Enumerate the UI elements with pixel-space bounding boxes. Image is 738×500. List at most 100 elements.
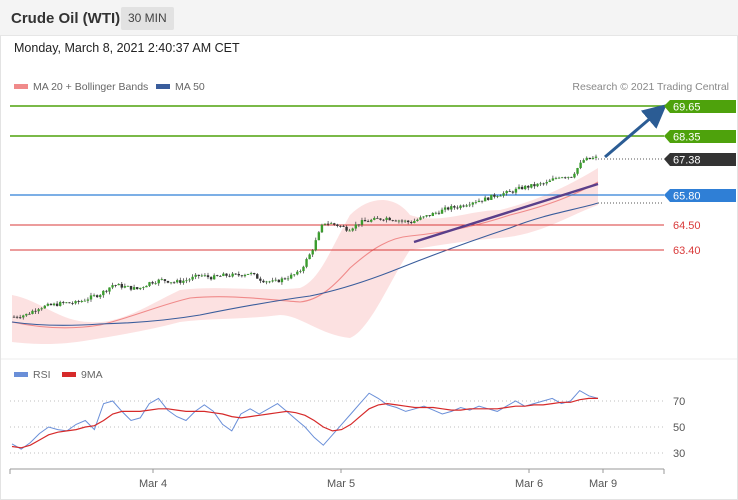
candle-body — [406, 220, 410, 223]
candle-body — [465, 205, 468, 207]
candle-body — [545, 182, 548, 184]
candle-body — [283, 278, 287, 280]
candle-body — [317, 232, 321, 241]
candle-body — [382, 219, 385, 221]
chart-header: Crude Oil (WTI) 30 MIN — [0, 0, 738, 36]
candle-body — [496, 196, 499, 197]
candle-body — [222, 273, 225, 277]
candle-body — [157, 279, 160, 284]
candle-body — [459, 205, 462, 209]
timestamp: Monday, March 8, 2021 2:40:37 AM CET — [14, 41, 240, 55]
candle-body — [80, 301, 83, 302]
candle-body — [58, 302, 62, 306]
candle-body — [209, 277, 213, 280]
candle-body — [262, 280, 265, 283]
level-label-64-50: 64.50 — [673, 220, 701, 232]
candle-body — [28, 313, 31, 315]
candle-body — [68, 302, 71, 304]
candle-body — [453, 206, 456, 208]
candle-body — [490, 194, 493, 200]
candle-body — [416, 219, 419, 222]
candle-body — [40, 308, 43, 310]
candle-body — [456, 207, 459, 209]
candle-body — [487, 197, 490, 200]
candle-body — [219, 275, 222, 277]
candle-body — [135, 287, 139, 290]
candle-body — [379, 218, 382, 220]
x-label-mar6: Mar 6 — [515, 478, 543, 490]
candle-body — [333, 223, 336, 225]
svg-text:67.38: 67.38 — [673, 155, 701, 167]
rsi-line — [11, 389, 599, 450]
candle-body — [505, 191, 508, 194]
candle-body — [280, 278, 284, 283]
candle-body — [348, 230, 351, 232]
candle-body — [145, 285, 148, 288]
candle-body — [360, 220, 364, 225]
candle-body — [511, 191, 515, 193]
candle-body — [413, 221, 416, 224]
candle-body — [212, 275, 216, 280]
candle-body — [594, 156, 598, 158]
candle-body — [391, 220, 394, 222]
candle-body — [293, 274, 296, 276]
candle-body — [163, 279, 167, 281]
candle-body — [154, 283, 157, 285]
candle-body — [179, 280, 182, 283]
candle-body — [434, 212, 438, 214]
candle-body — [25, 313, 28, 316]
candle-body — [440, 209, 444, 214]
candle-body — [357, 224, 361, 226]
candle-body — [468, 204, 471, 206]
candle-body — [410, 222, 413, 224]
candle-body — [431, 213, 434, 217]
ma50-line — [11, 202, 599, 326]
rsi-legend-swatch — [14, 372, 28, 377]
candle-body — [493, 194, 496, 197]
candle-body — [370, 219, 373, 222]
candle-body — [523, 185, 527, 190]
candle-body — [320, 224, 324, 233]
candle-body — [366, 221, 370, 223]
candle-body — [585, 157, 588, 161]
candle-body — [200, 275, 204, 277]
candle-body — [588, 157, 592, 160]
candle-body — [326, 223, 330, 225]
candle-body — [329, 223, 333, 225]
candle-body — [573, 173, 576, 178]
candle-body — [483, 197, 487, 202]
candle-body — [176, 280, 179, 283]
candle-body — [120, 283, 123, 288]
candle-body — [591, 157, 595, 160]
svg-text:69.65: 69.65 — [673, 102, 701, 114]
candle-body — [194, 274, 197, 277]
candle-body — [225, 273, 228, 276]
candle-body — [422, 216, 425, 218]
candle-body — [274, 279, 277, 281]
credit-text: Research © 2021 Trading Central — [572, 81, 729, 93]
candle-body — [18, 317, 22, 319]
candle-body — [474, 201, 478, 203]
bollinger-band — [12, 168, 598, 345]
candle-body — [71, 303, 74, 304]
candle-body — [188, 279, 191, 281]
candle-body — [539, 183, 542, 185]
candle-body — [237, 273, 240, 276]
candle-body — [388, 217, 391, 221]
candle-body — [336, 224, 339, 226]
candle-body — [296, 271, 299, 275]
candle-body — [564, 177, 567, 179]
candle-body — [105, 290, 108, 292]
candle-body — [34, 310, 37, 312]
level-label-63-40: 63.40 — [673, 245, 701, 257]
candle-body — [557, 177, 561, 179]
interval-button[interactable]: 30 MIN — [121, 7, 174, 30]
candle-body — [99, 295, 102, 298]
candle-body — [22, 315, 25, 318]
candle-body — [271, 280, 274, 282]
ma20-legend-swatch — [14, 84, 28, 89]
candle-body — [542, 183, 545, 185]
candle-body — [49, 303, 53, 306]
candle-body — [129, 285, 133, 290]
